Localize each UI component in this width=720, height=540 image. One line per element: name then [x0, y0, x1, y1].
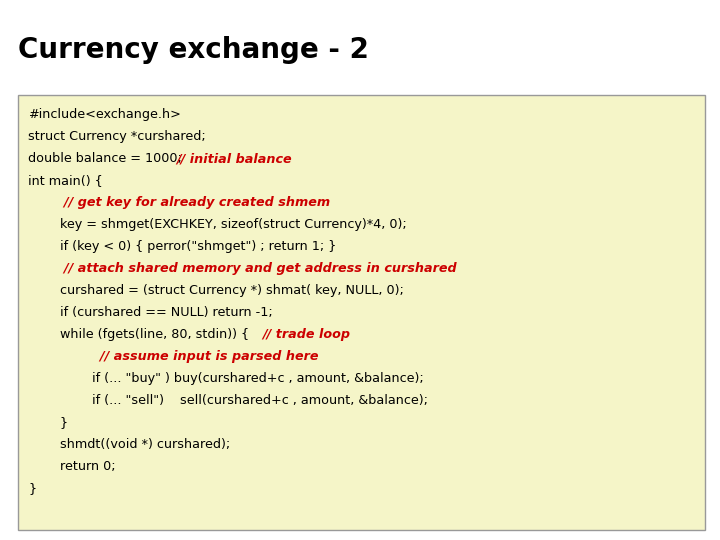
Text: shmdt((void *) curshared);: shmdt((void *) curshared);	[28, 438, 230, 451]
Text: // trade loop: // trade loop	[262, 328, 350, 341]
Text: if (curshared == NULL) return -1;: if (curshared == NULL) return -1;	[28, 306, 273, 319]
Text: #include<exchange.h>: #include<exchange.h>	[28, 108, 181, 121]
Text: int main() {: int main() {	[28, 174, 103, 187]
Text: Currency exchange - 2: Currency exchange - 2	[18, 36, 369, 64]
Text: while (fgets(line, 80, stdin)) {: while (fgets(line, 80, stdin)) {	[28, 328, 253, 341]
Text: key = shmget(EXCHKEY, sizeof(struct Currency)*4, 0);: key = shmget(EXCHKEY, sizeof(struct Curr…	[28, 218, 407, 231]
Text: // assume input is parsed here: // assume input is parsed here	[28, 350, 318, 363]
Text: // get key for already created shmem: // get key for already created shmem	[28, 196, 330, 209]
Text: // attach shared memory and get address in curshared: // attach shared memory and get address …	[28, 262, 456, 275]
Bar	[18, 95, 705, 530]
Text: double balance = 1000;: double balance = 1000;	[28, 152, 198, 165]
Text: }: }	[28, 416, 68, 429]
Text: struct Currency *curshared;: struct Currency *curshared;	[28, 130, 206, 143]
Text: return 0;: return 0;	[28, 460, 116, 473]
Text: if (key < 0) { perror("shmget") ; return 1; }: if (key < 0) { perror("shmget") ; return…	[28, 240, 336, 253]
Text: if (... "buy" ) buy(curshared+c , amount, &balance);: if (... "buy" ) buy(curshared+c , amount…	[28, 372, 424, 385]
Text: }: }	[28, 482, 36, 495]
Text: if (... "sell")    sell(curshared+c , amount, &balance);: if (... "sell") sell(curshared+c , amoun…	[28, 394, 428, 407]
Text: curshared = (struct Currency *) shmat( key, NULL, 0);: curshared = (struct Currency *) shmat( k…	[28, 284, 404, 297]
Text: // initial balance: // initial balance	[176, 152, 292, 165]
